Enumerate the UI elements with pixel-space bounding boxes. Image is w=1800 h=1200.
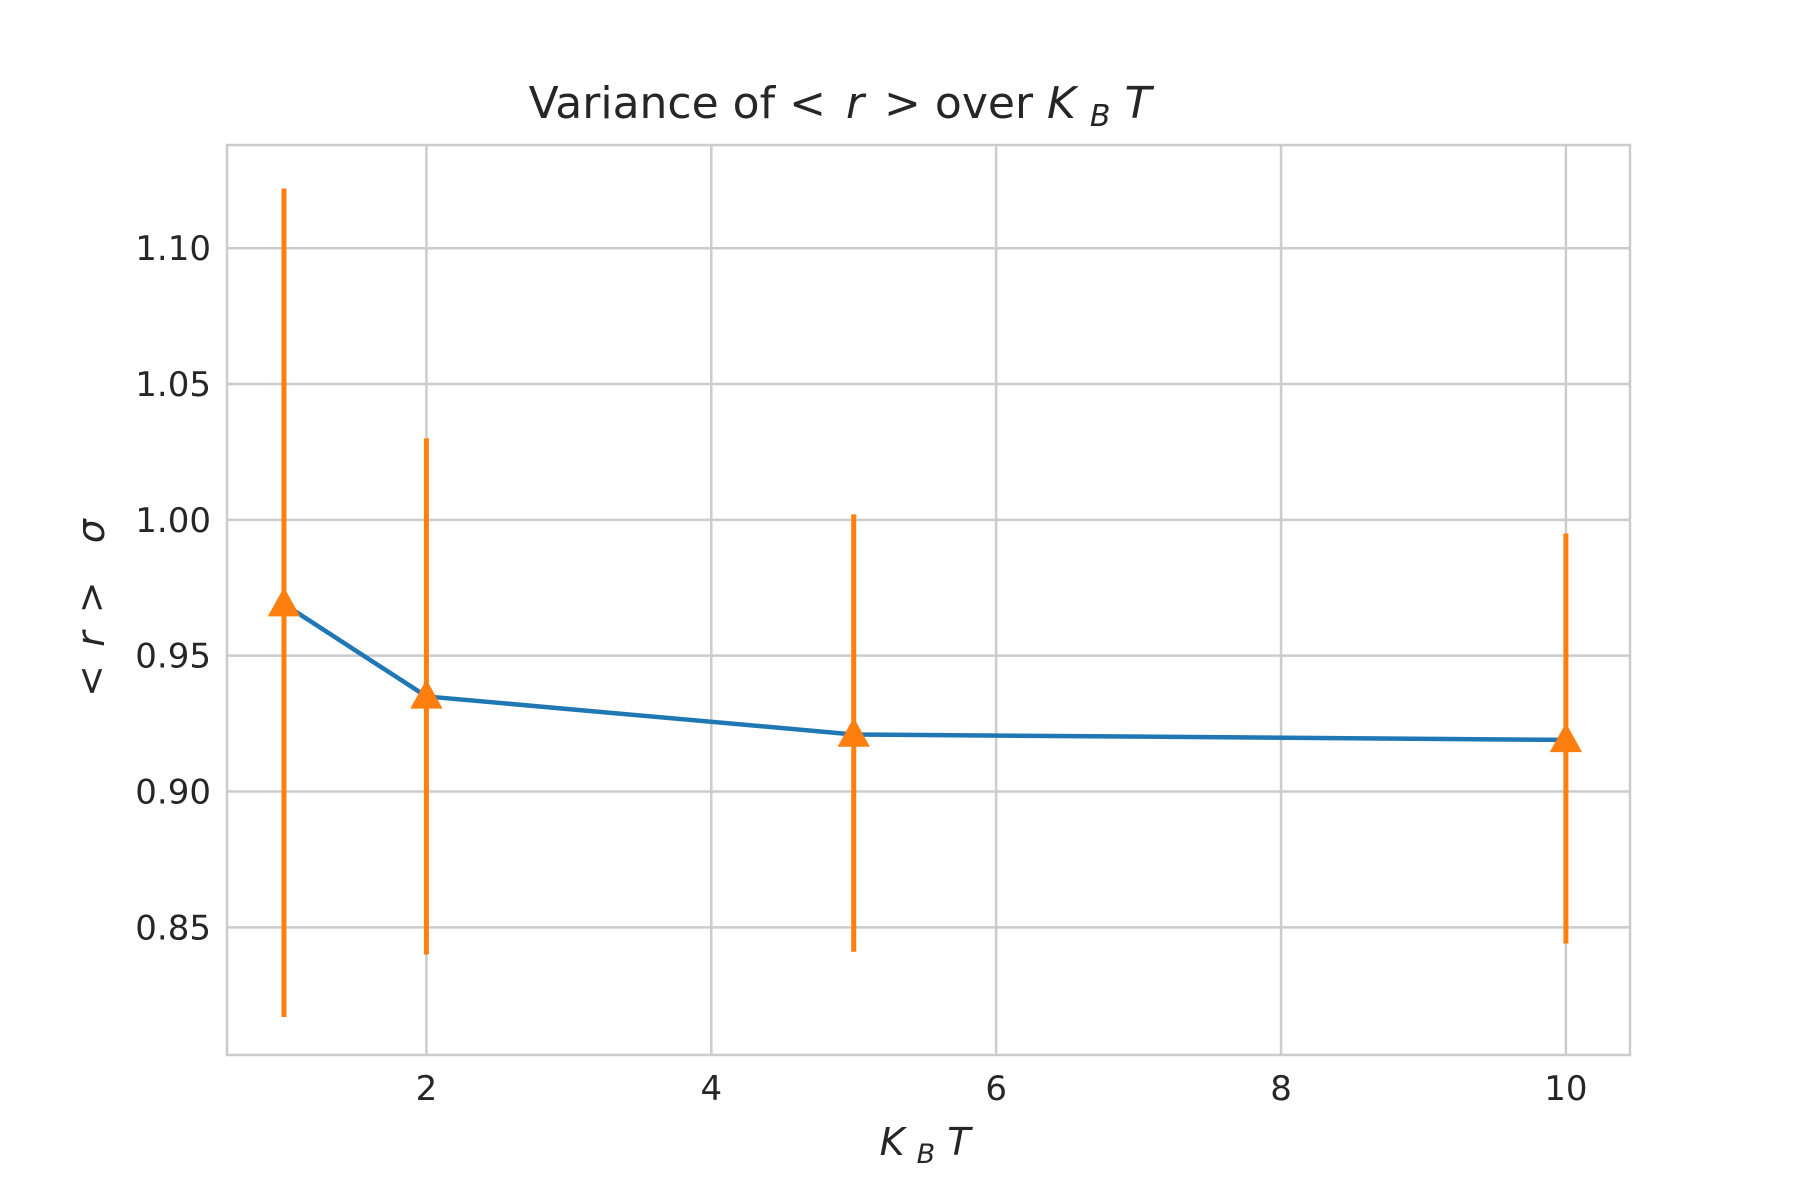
x-tick-labels: 2 4 6 8 10 [416, 1069, 1588, 1109]
x-tick-label: 2 [416, 1069, 438, 1109]
x-axis-label: K B T [880, 1120, 974, 1172]
data-point-marker [267, 587, 301, 617]
y-tick-labels: 0.85 0.90 0.95 1.00 1.05 1.10 [135, 229, 211, 948]
series-line-path [282, 602, 1566, 743]
y-tick-label: 0.85 [135, 908, 211, 948]
x-tick-label: 8 [1270, 1069, 1292, 1109]
data-point-marker [837, 717, 870, 747]
y-tick-label: 1.10 [135, 229, 211, 269]
x-tick-label: 6 [985, 1069, 1007, 1109]
x-tick-label: 4 [700, 1069, 722, 1109]
series-markers [267, 587, 1583, 753]
y-tick-label: 0.95 [135, 637, 211, 677]
plot-frame [225, 143, 1632, 1057]
series-line [282, 602, 1566, 743]
data-point-marker [1549, 722, 1583, 753]
data-point-marker [410, 679, 443, 709]
x-tick-label: 10 [1544, 1069, 1587, 1109]
y-tick-label: 1.05 [135, 365, 211, 405]
y-tick-label: 1.00 [135, 501, 211, 541]
y-tick-label: 0.90 [135, 773, 211, 813]
chart-title: Variance of < r > over K B T [529, 78, 1155, 137]
y-axis-label: < r > σ [69, 517, 113, 697]
